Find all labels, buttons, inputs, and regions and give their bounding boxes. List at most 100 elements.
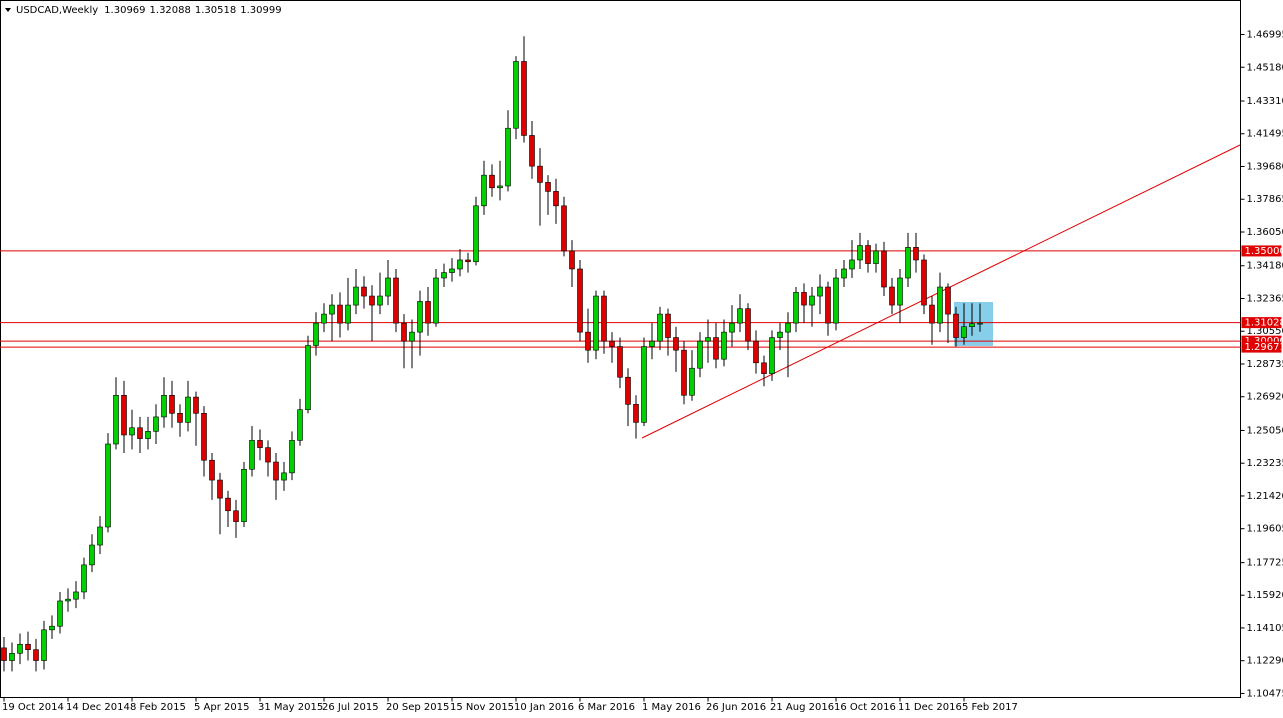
menu-triangle[interactable]	[5, 8, 11, 12]
candle-body	[593, 295, 599, 351]
candle-body	[929, 304, 935, 324]
candle-body	[41, 629, 47, 661]
candle-body	[521, 61, 527, 136]
candle-body	[177, 413, 183, 423]
candle-body	[153, 416, 159, 432]
candle-body	[729, 322, 735, 333]
level-label-bg	[1241, 317, 1282, 329]
candle-body	[209, 459, 215, 481]
open-value: 1.30969	[104, 5, 145, 16]
candle-body	[377, 295, 383, 306]
candle-body	[81, 564, 87, 593]
candle-body	[625, 376, 631, 405]
candle-body	[825, 286, 831, 324]
candle-body	[761, 362, 767, 374]
level-label-bg	[1241, 335, 1282, 347]
candle-body	[633, 404, 639, 423]
candle-body	[569, 250, 575, 270]
y-tick-label: 1.19605	[1247, 524, 1283, 535]
candle-body	[329, 304, 335, 315]
candle-body	[857, 245, 863, 261]
candle-body	[665, 313, 671, 338]
candle-body	[393, 277, 399, 324]
candle-body	[1, 647, 7, 661]
y-tick-label: 1.34180	[1247, 261, 1283, 272]
candle-body	[49, 625, 55, 631]
y-tick-label: 1.10475	[1247, 688, 1283, 699]
y-tick-label: 1.17725	[1247, 558, 1283, 569]
candle-body	[193, 396, 199, 414]
candle-body	[257, 440, 263, 448]
candle-body	[769, 337, 775, 374]
candle-body	[337, 304, 343, 324]
candle-body	[561, 205, 567, 252]
candle-body	[161, 394, 167, 418]
level-label: 1.31028	[1245, 318, 1283, 329]
candle-body	[905, 247, 911, 279]
candle-body	[281, 472, 287, 481]
candle-body	[649, 340, 655, 347]
candle-body	[25, 643, 31, 650]
candle-body	[497, 185, 503, 189]
candle-body	[817, 286, 823, 297]
candle-body	[953, 313, 959, 338]
candle-body	[657, 313, 663, 342]
candle-body	[241, 468, 247, 522]
candle-body	[97, 526, 103, 546]
level-label: 1.35000	[1245, 246, 1283, 257]
candle-body	[889, 286, 895, 306]
x-tick-label: 21 Aug 2016	[770, 702, 834, 713]
candle-body	[353, 286, 359, 306]
candle-body	[265, 447, 271, 463]
candle-body	[225, 497, 231, 512]
y-tick-label: 1.45180	[1247, 62, 1283, 73]
candle-body	[505, 127, 511, 187]
candle-body	[849, 259, 855, 270]
y-tick-label: 1.21420	[1247, 491, 1283, 502]
candle-body	[865, 245, 871, 264]
candle-body	[585, 331, 591, 351]
candle-body	[721, 331, 727, 360]
candle-body	[753, 340, 759, 364]
x-tick-label: 16 Oct 2016	[834, 702, 896, 713]
y-tick-label: 1.32365	[1247, 293, 1283, 304]
candle-body	[217, 479, 223, 499]
candle-body	[553, 191, 559, 207]
x-tick-label: 15 Nov 2015	[450, 702, 514, 713]
candle-body	[833, 277, 839, 324]
candle-body	[313, 322, 319, 346]
candle-body	[977, 322, 983, 325]
candle-body	[145, 431, 151, 439]
candle-body	[121, 394, 127, 436]
candle-body	[537, 165, 543, 183]
y-tick-label: 1.12290	[1247, 656, 1283, 667]
candle-body	[9, 652, 15, 661]
candle-body	[273, 461, 279, 481]
candle-body	[201, 413, 207, 461]
candle-body	[433, 277, 439, 324]
candle-body	[33, 649, 39, 661]
candle-body	[385, 277, 391, 297]
candle-body	[289, 440, 295, 474]
candle-body	[529, 135, 535, 167]
candle-body	[185, 396, 191, 423]
candle-body	[881, 250, 887, 288]
x-tick-label: 31 May 2015	[258, 702, 323, 713]
candle-body	[801, 292, 807, 306]
candle-body	[481, 174, 487, 207]
candle-body	[689, 367, 695, 396]
candle-body	[129, 427, 135, 436]
candle-body	[513, 61, 519, 129]
candle-body	[473, 205, 479, 263]
candle-body	[577, 268, 583, 333]
candle-body	[617, 346, 623, 378]
candle-body	[369, 295, 375, 306]
candle-body	[737, 308, 743, 324]
candle-body	[609, 340, 615, 347]
candle-body	[417, 301, 423, 333]
candle-body	[961, 326, 967, 338]
y-tick-label: 1.26920	[1247, 392, 1283, 403]
candle-body	[89, 544, 95, 566]
candle-body	[441, 272, 447, 279]
